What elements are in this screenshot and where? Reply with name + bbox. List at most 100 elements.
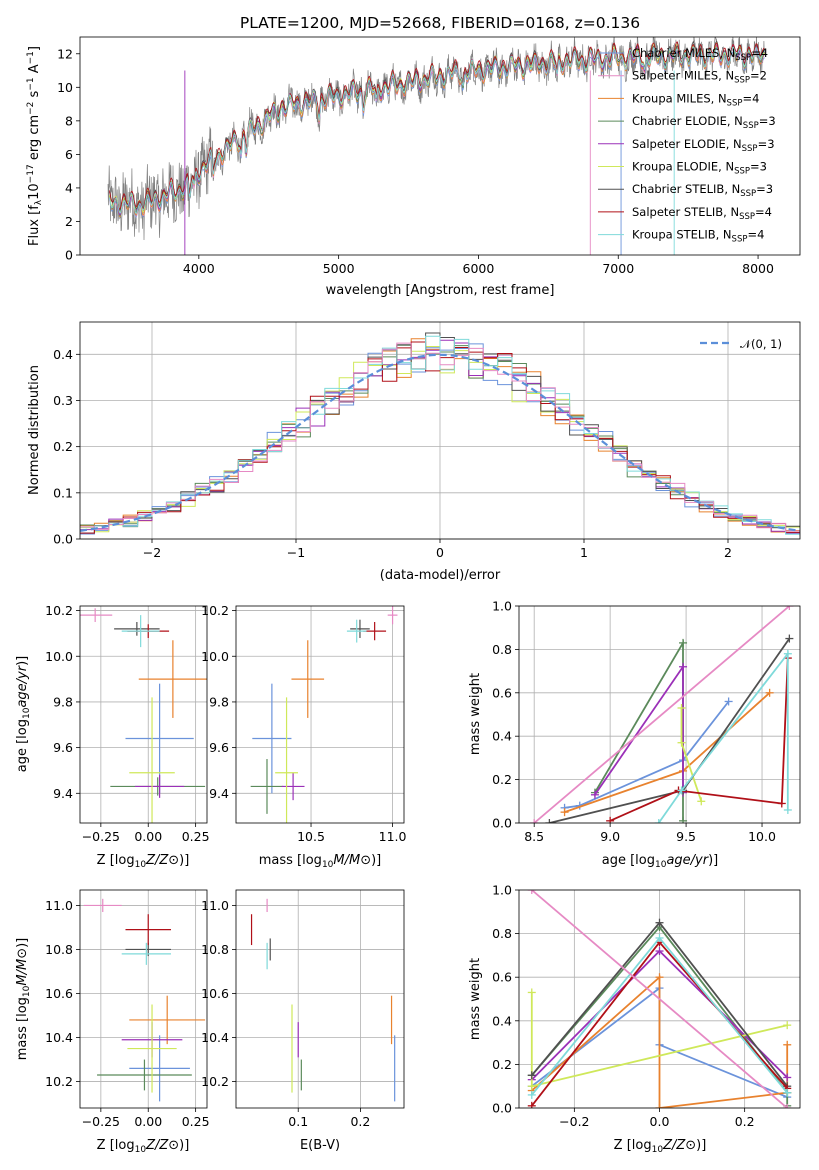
- axes-frame: [518, 605, 801, 824]
- chart-title: PLATE=1200, MJD=52668, FIBERID=0168, z=0…: [240, 14, 640, 32]
- x-axis-label: Z [log10Z/Z⊙)]: [97, 1138, 190, 1155]
- y-tick-label: 0.4: [492, 729, 512, 744]
- y-tick-label: 10.4: [45, 1030, 73, 1045]
- y-tick-label: 1.0: [492, 599, 512, 614]
- y-tick-label: 10.4: [201, 1030, 229, 1045]
- legend-entry: Kroupa MILES, NSSP=4: [632, 91, 759, 108]
- legend-entry: Kroupa STELIB, NSSP=4: [632, 228, 764, 245]
- x-tick-label: 0.00: [134, 1114, 162, 1129]
- weight-lines: [530, 606, 794, 823]
- y-tick-label: 10.0: [45, 649, 73, 664]
- errorbars: [83, 898, 206, 1102]
- axes-frame: [235, 889, 405, 1109]
- y-tick-label: 10.2: [45, 603, 73, 618]
- legend-entry: 𝒩(0, 1): [740, 337, 782, 351]
- x-tick-label: 4000: [183, 261, 215, 276]
- y-tick-label: 0.2: [53, 439, 73, 454]
- x-tick-label: 0.1: [288, 1114, 308, 1129]
- x-tick-label: 10.5: [297, 829, 325, 844]
- x-axis-label: Z [log10Z/Z⊙)]: [97, 853, 190, 870]
- y-tick-label: 10.8: [201, 942, 229, 957]
- x-axis-label: (data-model)/error: [380, 568, 501, 583]
- massweight-vs-age-panel: 8.5 9.0 9.5 10.0 0.0 0.2 0.4 0.6 0.8 1.0 age [log1…: [468, 599, 801, 870]
- y-tick-label: 10: [57, 80, 73, 95]
- legend-entry: Chabrier STELIB, NSSP=3: [632, 182, 773, 199]
- y-tick-label: 9.6: [53, 740, 73, 755]
- y-tick-label: 11.0: [201, 898, 229, 913]
- weight-series-6: [609, 658, 789, 822]
- x-tick-label: 0.25: [182, 1114, 210, 1129]
- spectrum-legend: Chabrier MILES, NSSP=4 Salpeter MILES, NS…: [598, 46, 776, 245]
- x-tick-label: 2: [724, 545, 732, 560]
- age-vs-mass-panel: 10.5 11.0 9.4 9.6 9.8 10.0 10.2 mass [log10M/M⊙…: [201, 603, 406, 870]
- y-tick-label: 0.3: [53, 393, 73, 408]
- weight-series-0: [564, 700, 730, 809]
- y-tick-label: 0.4: [492, 1013, 512, 1028]
- y-tick-label: 0.8: [492, 642, 512, 657]
- y-tick-label: 10.6: [45, 986, 73, 1001]
- model-spectrum-7: [109, 46, 765, 215]
- x-axis-label: wavelength [Angstrom, rest frame]: [326, 283, 555, 298]
- y-tick-label: 0.8: [492, 926, 512, 941]
- errorbars: [250, 606, 398, 823]
- massweight-vs-Z-panel: −0.2 0.0 0.2 0.0 0.2 0.4 0.6 0.8 1.0 Z [log10Z/Z⊙…: [468, 883, 801, 1155]
- age-vs-Z-panel: −0.25 0.00 0.25 9.4 9.6 9.8 10.0 10.2 Z [log10Z/…: [15, 603, 210, 870]
- x-axis-label: mass [log10M/M⊙)]: [259, 853, 382, 870]
- y-tick-label: 0.2: [492, 772, 512, 787]
- weight-series-8: [531, 890, 788, 1108]
- y-tick-label: 10.2: [45, 1074, 73, 1089]
- histogram-series-5: [80, 332, 800, 536]
- x-tick-label: 5000: [323, 261, 355, 276]
- x-tick-label: 0.25: [182, 829, 210, 844]
- x-tick-label: 6000: [463, 261, 495, 276]
- x-tick-label: 0.2: [350, 1114, 370, 1129]
- y-tick-label: 10.8: [45, 942, 73, 957]
- y-axis-label: mass weight: [468, 673, 483, 755]
- x-tick-label: 11.0: [379, 829, 407, 844]
- histogram-series-1: [80, 338, 800, 535]
- y-tick-label: 2: [65, 214, 73, 229]
- y-tick-label: 0.1: [53, 485, 73, 500]
- y-axis-label: mass [log10M/M⊙)]: [15, 938, 32, 1061]
- y-tick-label: 9.8: [209, 694, 229, 709]
- axes-frame: [79, 36, 801, 256]
- legend-entry: Salpeter ELODIE, NSSP=3: [632, 137, 775, 154]
- x-axis-label: E(B-V): [300, 1138, 340, 1153]
- spectrum-lines: [107, 37, 766, 255]
- y-tick-label: 9.4: [53, 786, 73, 801]
- x-tick-label: 9.0: [600, 829, 620, 844]
- x-tick-label: −2: [143, 545, 161, 560]
- x-tick-label: −0.25: [82, 829, 120, 844]
- y-tick-label: 8: [65, 113, 73, 128]
- y-tick-label: 0.4: [53, 347, 73, 362]
- y-tick-label: 0.6: [492, 970, 512, 985]
- y-axis-label: Normed distribution: [27, 365, 42, 495]
- y-tick-label: 0.0: [53, 532, 73, 547]
- x-axis-label: Z [log10Z/Z⊙)]: [614, 1138, 707, 1155]
- y-axis-label: Flux [fλ10−17 erg cm−2 s−1 A−1]: [26, 46, 44, 246]
- y-tick-label: 0: [65, 248, 73, 263]
- legend-entry: Chabrier ELODIE, NSSP=3: [632, 114, 776, 131]
- y-tick-label: 9.8: [53, 694, 73, 709]
- x-tick-label: 9.5: [676, 829, 696, 844]
- x-tick-label: 10.0: [748, 829, 776, 844]
- y-tick-label: 0.0: [492, 1101, 512, 1116]
- x-tick-label: 0.0: [650, 1114, 670, 1129]
- y-tick-label: 10.2: [201, 1074, 229, 1089]
- y-tick-label: 11.0: [45, 898, 73, 913]
- y-tick-label: 0.6: [492, 685, 512, 700]
- axes-frame: [79, 605, 208, 824]
- y-tick-label: 4: [65, 180, 73, 195]
- legend-entry: Chabrier MILES, NSSP=4: [632, 46, 768, 63]
- legend-entry: Kroupa ELODIE, NSSP=3: [632, 160, 767, 177]
- legend-entry: Salpeter MILES, NSSP=2: [632, 69, 767, 86]
- y-tick-label: 10.0: [201, 649, 229, 664]
- normal-reference-curve: [80, 353, 800, 532]
- weight-series-8: [533, 606, 790, 823]
- y-tick-label: 9.4: [209, 786, 229, 801]
- x-axis-label: age [log10age/yr)]: [602, 853, 719, 870]
- y-tick-label: 10.6: [201, 986, 229, 1001]
- model-spectrum-6: [109, 41, 765, 210]
- x-tick-label: 1: [580, 545, 588, 560]
- y-tick-label: 0.0: [492, 816, 512, 831]
